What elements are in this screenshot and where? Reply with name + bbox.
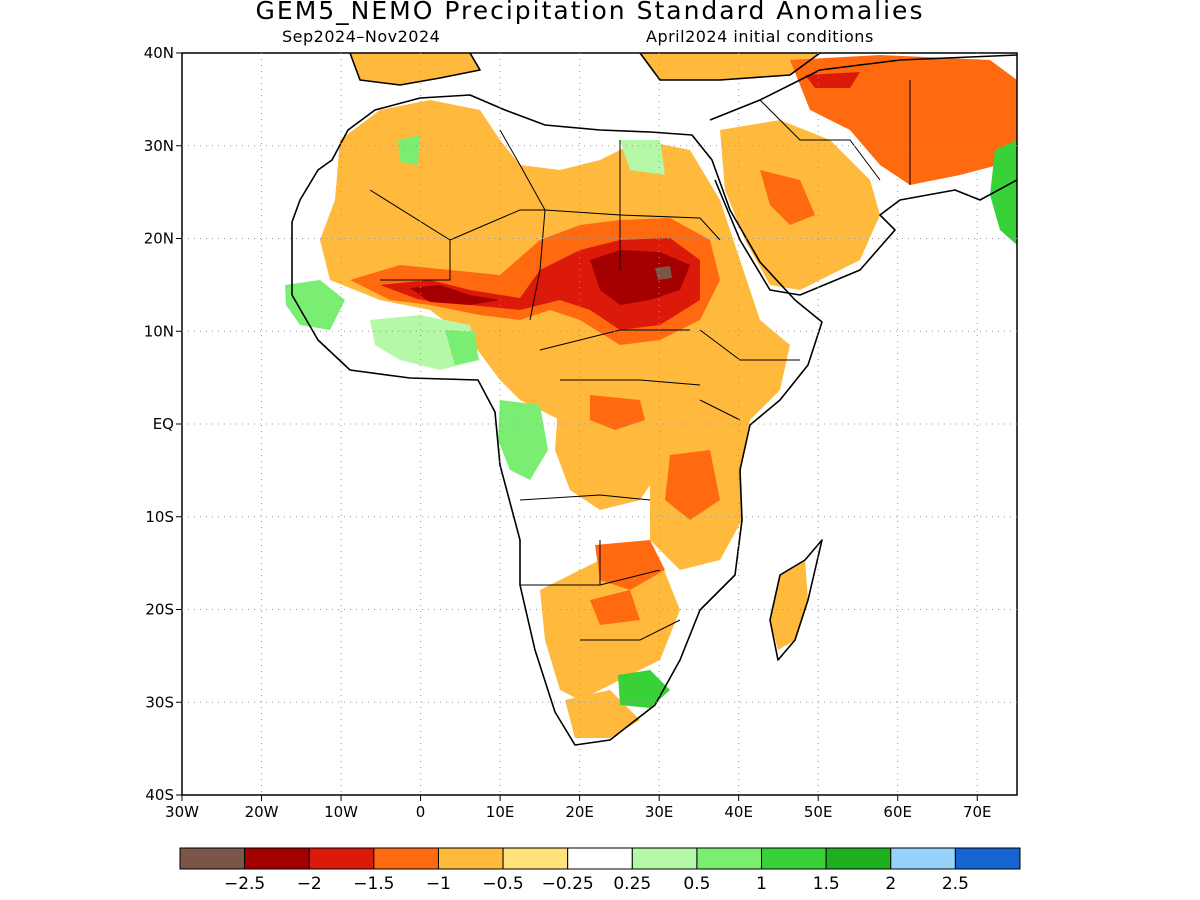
anomaly-middle-east-core <box>805 72 860 88</box>
coastlines <box>291 52 1018 746</box>
anomaly-natal-wet <box>618 670 670 708</box>
latitude-labels: 40N 30N 20N 10N EQ 10S 20S 30S 40S <box>144 44 174 804</box>
colorbar-swatch <box>761 847 827 870</box>
anomaly-south-africa <box>540 560 680 700</box>
colorbar <box>179 847 1021 870</box>
colorbar-label: 2 <box>885 874 896 894</box>
lon-label: 30W <box>165 803 199 821</box>
colorbar-swatch <box>954 847 1021 870</box>
anomaly-sudan-strong <box>590 250 690 305</box>
anomaly-egypt-wet <box>620 140 665 175</box>
europe-land <box>350 53 480 85</box>
anomaly-west-africa-wet <box>285 280 345 330</box>
lon-label: 20W <box>245 803 279 821</box>
anomaly-gabon-wet <box>498 400 548 480</box>
anomaly-sahel-strong <box>410 285 500 305</box>
anomaly-arabia-inner <box>760 170 815 225</box>
lat-label: 40S <box>145 786 174 804</box>
lon-label: 60E <box>883 803 912 821</box>
lon-label: 10W <box>324 803 358 821</box>
colorbar-swatch <box>696 847 763 870</box>
anomaly-east-africa-core <box>665 450 720 520</box>
country-borders <box>369 80 911 641</box>
colorbar-label: −1 <box>426 874 451 894</box>
forecast-period: Sep2024–Nov2024 <box>282 27 441 46</box>
anomaly-zambia <box>595 540 665 590</box>
lon-label: 0 <box>416 803 426 821</box>
longitude-labels: 30W 20W 10W 0 10E 20E 30E 40E 50E 60E 70E <box>165 803 991 821</box>
lat-label: 10N <box>144 322 174 340</box>
lon-label: 70E <box>963 803 992 821</box>
colorbar-label: −1.5 <box>353 874 394 894</box>
colorbar-swatch <box>890 847 956 870</box>
colorbar-labels: −2.5 −2 −1.5 −1 −0.5 −0.25 0.25 0.5 1 1.5 2 2.5 <box>224 874 969 894</box>
axis-ticks <box>176 52 978 801</box>
lat-label: 10S <box>145 508 174 526</box>
lat-label: 30N <box>144 137 174 155</box>
colorbar-swatch <box>567 847 633 870</box>
lon-label: 50E <box>804 803 833 821</box>
colorbar-label: −2 <box>297 874 322 894</box>
colorbar-swatch <box>244 847 310 870</box>
lat-label: EQ <box>153 415 174 433</box>
colorbar-swatch <box>502 847 569 870</box>
anomaly-ghana-wet <box>445 330 478 365</box>
lon-label: 10E <box>486 803 515 821</box>
colorbar-label: −0.25 <box>542 874 594 894</box>
europe-land-east <box>640 53 820 80</box>
colorbar-label: 0.25 <box>613 874 651 894</box>
colorbar-swatch <box>437 847 504 870</box>
colorbar-swatch <box>373 847 439 870</box>
lat-label: 30S <box>145 693 174 711</box>
colorbar-label: 0.5 <box>683 874 710 894</box>
anomaly-madagascar <box>770 560 808 650</box>
colorbar-swatch <box>179 847 246 870</box>
graticule <box>182 53 1017 795</box>
map-field <box>285 53 1017 745</box>
lat-label: 20S <box>145 601 174 619</box>
colorbar-label: −0.5 <box>482 874 523 894</box>
colorbar-label: 1 <box>756 874 767 894</box>
anomaly-india-wet <box>990 140 1017 245</box>
initial-conditions: April2024 initial conditions <box>646 27 874 46</box>
anomaly-sudan-extreme <box>655 266 672 280</box>
colorbar-label: 2.5 <box>942 874 969 894</box>
lon-label: 20E <box>565 803 594 821</box>
colorbar-swatch <box>308 847 375 870</box>
anomaly-botswana <box>590 590 640 625</box>
lat-label: 40N <box>144 44 174 62</box>
colorbar-swatch <box>825 847 892 870</box>
colorbar-label: −2.5 <box>224 874 265 894</box>
lon-label: 40E <box>724 803 753 821</box>
colorbar-swatch <box>631 847 698 870</box>
anomaly-morocco-wet <box>398 135 420 165</box>
anomaly-congo-red <box>590 395 645 430</box>
lat-label: 20N <box>144 230 174 248</box>
colorbar-label: 1.5 <box>813 874 840 894</box>
lon-label: 30E <box>645 803 674 821</box>
map-title: GEM5_NEMO Precipitation Standard Anomali… <box>255 0 925 25</box>
